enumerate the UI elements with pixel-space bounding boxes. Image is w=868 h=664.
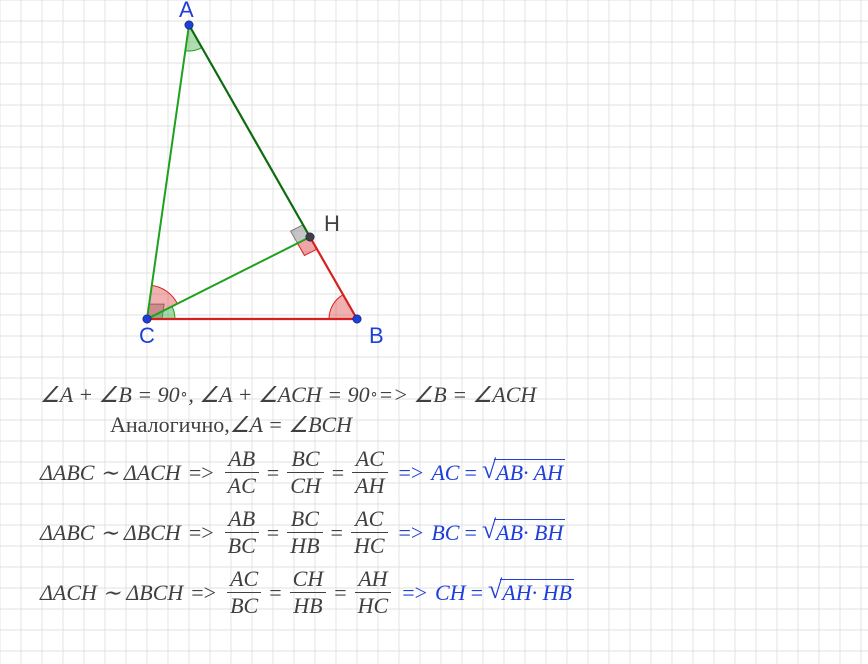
- sqrt: √AB· AH: [482, 459, 565, 486]
- svg-text:A: A: [179, 0, 194, 22]
- implies: =>: [399, 520, 424, 546]
- sqrt: √AH· HB: [488, 579, 574, 606]
- similarity-1: ΔABC ∼ ΔACH => ABAC = BCCH = ACAH => AC …: [40, 445, 850, 501]
- svg-text:B: B: [369, 323, 384, 348]
- text: => ∠B = ∠ACH: [378, 382, 536, 408]
- result-lhs: BC: [431, 520, 459, 546]
- angle-equation-1: ∠A + ∠B = 90∘ , ∠A + ∠ACH = 90∘ => ∠B = …: [40, 382, 850, 408]
- text: ∠A = ∠BCH: [230, 412, 352, 438]
- implies: =>: [399, 460, 424, 486]
- angle-equation-2: Аналогично, ∠A = ∠BCH: [110, 412, 850, 438]
- similarity-3: ΔACH ∼ ΔBCH => ACBC = CHHB = AHHC => CH …: [40, 565, 850, 621]
- implies: =>: [189, 520, 214, 546]
- implies: =>: [191, 580, 216, 606]
- formula-block: ∠A + ∠B = 90∘ , ∠A + ∠ACH = 90∘ => ∠B = …: [40, 382, 850, 625]
- result-lhs: AC: [431, 460, 459, 486]
- svg-text:H: H: [324, 211, 340, 236]
- implies: =>: [402, 580, 427, 606]
- sqrt: √AB· BH: [482, 519, 566, 546]
- text: , ∠A + ∠ACH = 90: [188, 382, 369, 408]
- implies: =>: [189, 460, 214, 486]
- svg-text:C: C: [139, 323, 155, 348]
- sim: ΔACH ∼ ΔBCH: [40, 580, 183, 606]
- sim: ΔABC ∼ ΔACH: [40, 460, 181, 486]
- sim: ΔABC ∼ ΔBCH: [40, 520, 181, 546]
- text: ∠A + ∠B = 90: [40, 382, 180, 408]
- similarity-2: ΔABC ∼ ΔBCH => ABBC = BCHB = ACHC => BC …: [40, 505, 850, 561]
- result-lhs: CH: [435, 580, 466, 606]
- text: Аналогично,: [110, 412, 230, 438]
